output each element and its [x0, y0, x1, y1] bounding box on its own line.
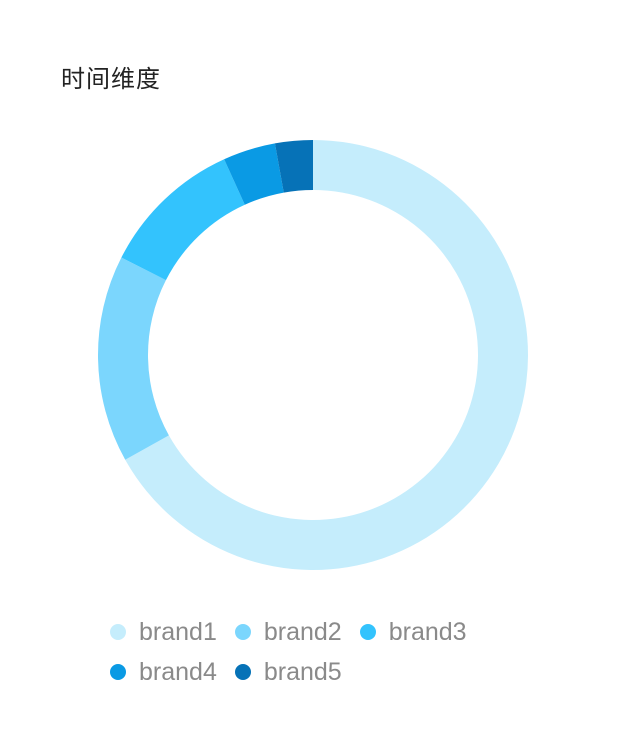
legend-label-brand2: brand2 — [263, 618, 342, 646]
legend-marker-brand1 — [110, 624, 126, 640]
legend-marker-brand4 — [110, 664, 126, 680]
donut-slices — [97, 140, 528, 570]
legend-row-2: brand4 brand5 — [110, 652, 540, 692]
chart-title: 时间维度 — [61, 65, 161, 93]
donut-slice-brand2[interactable] — [97, 257, 169, 460]
legend-item-brand3[interactable]: brand3 — [359, 617, 467, 647]
legend-item-brand1[interactable]: brand1 — [110, 617, 217, 647]
legend-label-brand3: brand3 — [388, 618, 467, 646]
legend-marker-brand3 — [359, 624, 376, 640]
legend-item-brand4[interactable]: brand4 — [110, 657, 217, 687]
chart-legend: brand1 brand2 brand3 brand4 brand5 — [110, 612, 540, 692]
legend-label-brand1: brand1 — [139, 618, 217, 646]
legend-label-brand5: brand5 — [263, 658, 342, 686]
legend-row-1: brand1 brand2 brand3 — [110, 612, 540, 652]
legend-item-brand2[interactable]: brand2 — [234, 617, 342, 647]
legend-label-brand4: brand4 — [139, 658, 217, 686]
legend-marker-brand2 — [234, 624, 251, 640]
donut-slice-brand3[interactable] — [121, 159, 245, 281]
donut-slice-brand5[interactable] — [274, 140, 313, 193]
legend-item-brand5[interactable]: brand5 — [234, 657, 342, 687]
donut-slice-brand4[interactable] — [224, 143, 284, 205]
legend-marker-brand5 — [234, 664, 251, 680]
